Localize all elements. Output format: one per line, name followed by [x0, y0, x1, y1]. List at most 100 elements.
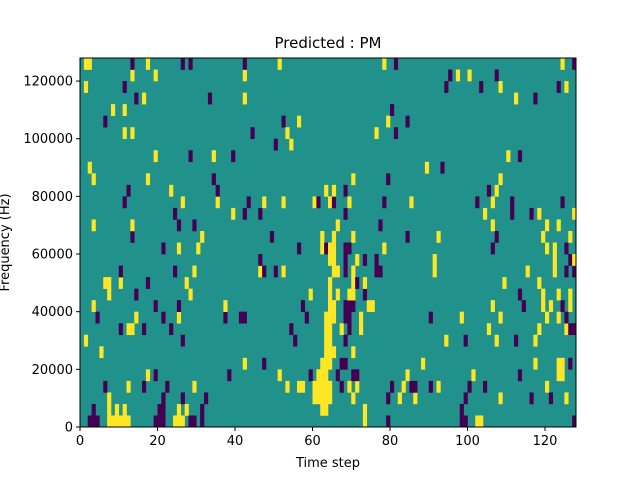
heatmap-cell [382, 242, 387, 255]
heatmap-cell [455, 69, 461, 82]
heatmap-cell [114, 415, 120, 428]
heatmap-cell [297, 380, 302, 393]
heatmap-cell [545, 242, 550, 255]
heatmap-cell [161, 242, 166, 255]
x-axis: 0 20 40 60 80 100 120 [76, 427, 557, 449]
heatmap-cell [362, 415, 368, 428]
heatmap-cell [386, 392, 391, 405]
heatmap-cell [552, 242, 557, 255]
heatmap-cell [161, 392, 166, 405]
heatmap-cell [490, 242, 495, 255]
heatmap-cell [401, 380, 406, 393]
heatmap-cell [180, 415, 185, 428]
heatmap-cell [529, 207, 534, 220]
heatmap-cell [289, 323, 294, 336]
heatmap-cell [324, 369, 329, 382]
heatmap-cell [95, 415, 100, 428]
heatmap-cell [351, 173, 356, 186]
x-tick-label: 80 [382, 434, 399, 449]
heatmap-cell [157, 415, 162, 428]
heatmap-cell [498, 392, 503, 405]
heatmap-cell [564, 311, 569, 324]
heatmap-cell [374, 254, 379, 266]
heatmap-cell [188, 58, 193, 70]
heatmap-cell [145, 58, 151, 70]
heatmap-cell [95, 311, 100, 324]
heatmap-cell [87, 58, 92, 70]
heatmap-cell [262, 265, 267, 278]
heatmap-cell [560, 58, 565, 70]
heatmap-cell [525, 265, 530, 278]
heatmap-cell [556, 81, 561, 93]
heatmap-cell [316, 392, 321, 405]
heatmap-cell [545, 380, 550, 393]
heatmap-cell [475, 415, 480, 428]
heatmap-cell [359, 323, 364, 336]
heatmap-cell [122, 104, 127, 116]
heatmap-cell [122, 196, 127, 209]
heatmap-cell [188, 415, 193, 428]
heatmap-cell [215, 196, 220, 209]
heatmap-cell [324, 311, 329, 324]
heatmap-cell [386, 415, 391, 428]
heatmap-cell [564, 242, 569, 255]
heatmap-cell [184, 403, 189, 416]
heatmap-cell [424, 161, 430, 174]
heatmap-cell [537, 323, 542, 336]
heatmap-cell [130, 69, 135, 82]
heatmap-cell [517, 369, 523, 382]
heatmap-cell [126, 184, 131, 197]
heatmap-cell [560, 196, 565, 209]
heatmap-cell [83, 334, 89, 347]
heatmap-cell [130, 127, 135, 140]
heatmap-cell [273, 265, 278, 278]
x-tick-label: 40 [227, 434, 244, 449]
heatmap-cell [502, 277, 507, 289]
heatmap-cell [370, 300, 375, 312]
heatmap-cell [494, 230, 499, 243]
heatmap-cell [324, 242, 329, 255]
heatmap-cell [134, 288, 139, 301]
heatmap-cell [196, 242, 201, 255]
heatmap-cell [428, 380, 433, 393]
heatmap-cell [145, 369, 151, 382]
heatmap-cell [126, 415, 131, 428]
heatmap-cell [331, 254, 337, 266]
heatmap-cell [122, 127, 127, 140]
y-tick-label: 100000 [23, 132, 73, 147]
heatmap-cell [273, 138, 278, 151]
heatmap-cell [107, 392, 112, 405]
heatmap-cell [227, 369, 232, 382]
heatmap-cell [351, 265, 356, 278]
heatmap-cell [572, 265, 577, 278]
heatmap-cell [130, 230, 135, 243]
heatmap-cell [541, 230, 546, 243]
heatmap-cell [355, 277, 360, 289]
heatmap-cell [490, 219, 495, 232]
heatmap-cell [479, 415, 484, 428]
heatmap-cell [490, 300, 495, 312]
heatmap-cell [320, 230, 325, 243]
heatmap-cell [343, 242, 348, 255]
heatmap-cell [200, 415, 205, 428]
heatmap-cell [355, 254, 360, 266]
chart-title: Predicted : PM [275, 34, 382, 52]
heatmap-cell [494, 184, 499, 197]
heatmap-cell [494, 69, 499, 82]
heatmap-cell [126, 323, 131, 336]
heatmap-cell [173, 207, 178, 220]
heatmap-cell [362, 254, 368, 266]
heatmap-cell [510, 207, 515, 220]
heatmap-cell [517, 288, 523, 301]
heatmap-cell [87, 161, 92, 174]
heatmap-cell [572, 207, 577, 220]
heatmap-cell [343, 334, 348, 347]
heatmap-cell [320, 369, 325, 382]
heatmap-cell [118, 277, 123, 289]
heatmap-cell [293, 334, 298, 347]
heatmap-cell [300, 300, 306, 312]
heatmap-cell [432, 254, 437, 266]
heatmap-cell [572, 323, 577, 336]
heatmap-cell [366, 300, 371, 312]
